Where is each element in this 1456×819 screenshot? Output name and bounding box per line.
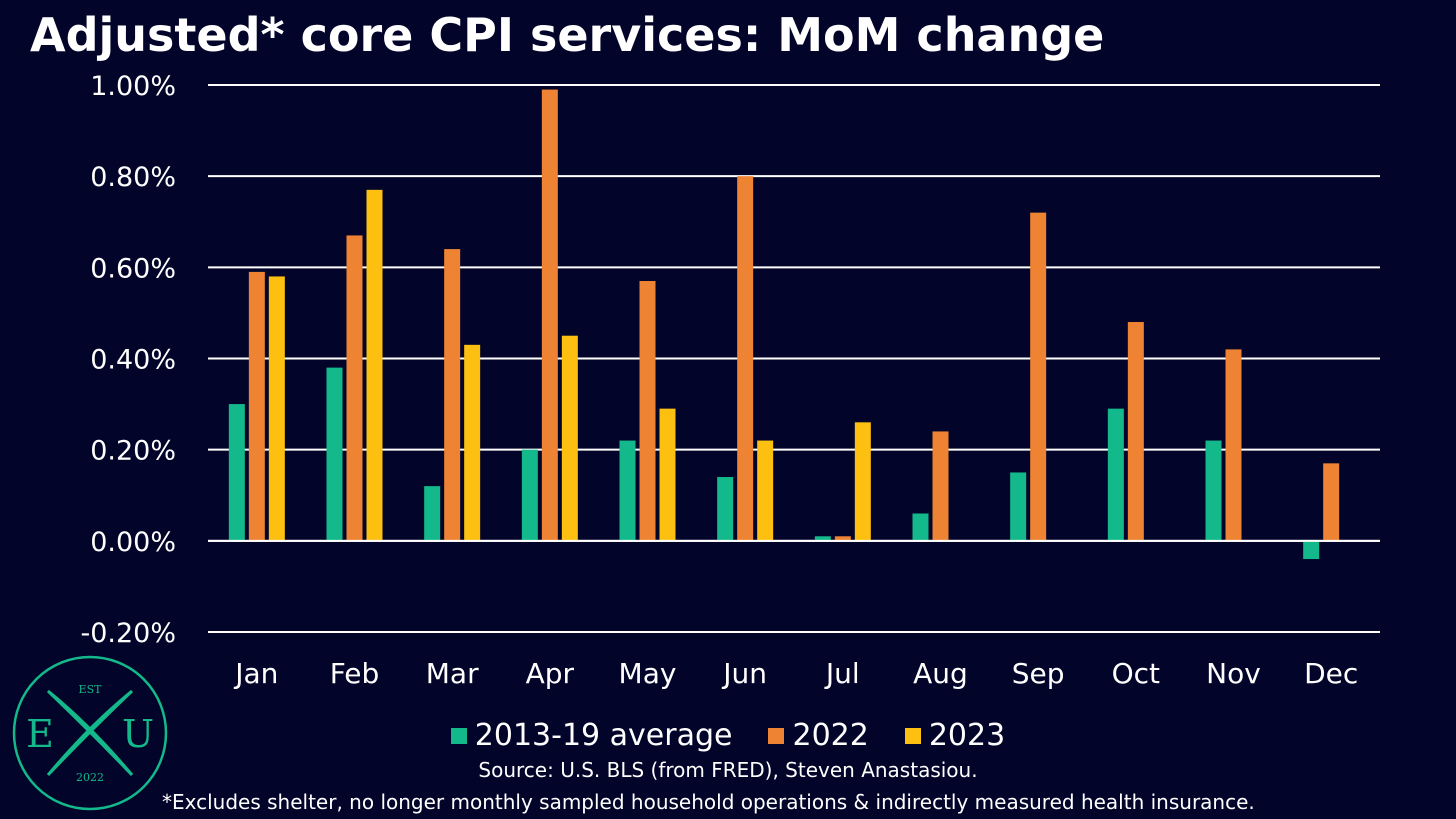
footnote: *Excludes shelter, no longer monthly sam… [162,790,1255,814]
x-tick-label-jan: Jan [233,657,278,690]
chart-title: Adjusted* core CPI services: MoM change [30,8,1105,62]
bar-2013-19-average-may [619,440,636,541]
bar-2022-nov [1225,349,1242,541]
x-tick-label-may: May [619,657,677,690]
bar-2013-19-average-oct [1107,408,1124,541]
bar-2022-dec [1323,463,1340,541]
legend-swatch-2023 [904,727,921,744]
y-tick-label-2: 0.20% [90,436,176,467]
bar-2022-apr [541,89,558,541]
bar-chart: -0.20% 0.00% 0.20% 0.40% 0.60% 0.80% 1.00% Jan F… [80,71,1380,690]
x-tick-label-oct: Oct [1112,657,1160,690]
legend-item-2022: 2022 [768,718,869,753]
bar-2022-jan [248,271,265,541]
legend-item-2013-19-average: 2013-19 average [450,718,733,753]
bar-2022-jun [737,176,754,541]
y-tick-label-3: 0.40% [90,345,176,376]
x-tick-label-aug: Aug [913,657,968,690]
bar-2023-feb [366,189,383,541]
x-tick-label-mar: Mar [426,657,479,690]
bar-2013-19-average-feb [326,367,343,541]
bar-2022-jul [834,536,851,541]
legend-swatch-2022 [768,727,785,744]
logo-cross-stroke-2 [46,689,134,777]
x-tick-label-feb: Feb [330,657,380,690]
bar-2013-19-average-jan [228,404,245,541]
logo-ring [12,655,168,811]
bar-2022-sep [1030,212,1047,541]
bar-2013-19-average-nov [1205,440,1222,541]
bar-2022-aug [932,431,949,541]
y-tick-label-0: -0.20% [80,618,176,649]
logo-right-letter: U [122,712,154,756]
y-tick-label-4: 0.60% [90,253,176,284]
bar-2022-feb [346,235,363,541]
legend-label-2013-19-average: 2013-19 average [474,718,733,753]
logo-top-text: EST [79,683,103,696]
bar-2022-oct [1127,322,1144,541]
bar-2013-19-average-apr [521,449,538,541]
logo-cross-stroke-1 [46,689,134,777]
x-tick-label-apr: Apr [526,657,575,690]
bar-2023-apr [561,335,578,541]
bar-2022-may [639,281,656,541]
x-tick-label-jul: Jul [824,657,860,690]
bar-2013-19-average-sep [1010,472,1027,541]
x-tick-label-jun: Jun [721,657,767,690]
bar-2013-19-average-jul [814,536,831,541]
bar-2013-19-average-aug [912,513,929,541]
y-tick-label-5: 0.80% [90,162,176,193]
source-note: Source: U.S. BLS (from FRED), Steven Ana… [478,758,978,782]
y-tick-label-6: 1.00% [90,71,176,102]
exu-logo: EST E U 2022 [12,655,168,811]
legend-label-2023: 2023 [928,718,1006,753]
x-tick-label-sep: Sep [1012,657,1065,690]
x-tick-label-nov: Nov [1206,657,1261,690]
bar-2013-19-average-jun [717,477,734,541]
legend-swatch-2013-19-average [450,727,467,744]
legend-label-2022: 2022 [792,718,869,753]
bar-2023-jan [268,276,285,541]
bar-2023-jul [854,422,871,541]
bar-2022-mar [444,249,461,541]
x-tick-label-dec: Dec [1304,657,1358,690]
bar-2023-may [659,408,676,541]
y-tick-label-1: 0.00% [90,527,176,558]
bar-2023-jun [757,440,774,541]
legend-item-2023: 2023 [904,718,1006,753]
logo-left-letter: E [26,712,54,756]
logo-bottom-text: 2022 [76,771,104,784]
bar-2013-19-average-dec [1303,540,1320,560]
legend: 2013-19 average 2022 2023 [0,718,1456,753]
bar-2023-mar [464,344,481,541]
bar-2013-19-average-mar [424,486,441,541]
